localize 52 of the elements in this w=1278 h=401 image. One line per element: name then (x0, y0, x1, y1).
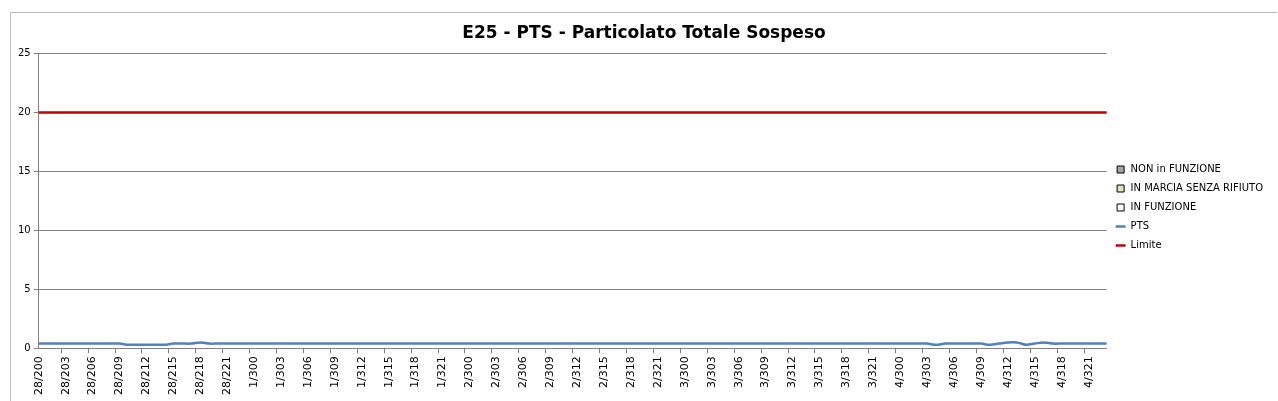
x-tick-label: 1/309 (327, 356, 341, 388)
x-tick-label: 2/312 (570, 356, 584, 388)
x-tick-label: 1/312 (354, 356, 368, 388)
y-tick-label: 10 (17, 223, 31, 235)
x-tick-label: 2/303 (489, 356, 503, 388)
y-tick-label: 20 (17, 105, 31, 117)
x-tick-label: 3/300 (677, 356, 691, 388)
y-tick-label: 5 (24, 282, 31, 294)
x-tick-label: 1/306 (300, 356, 314, 388)
x-tick-label: 4/312 (1000, 356, 1014, 388)
x-tick-label: 4/309 (973, 356, 987, 388)
x-tick-label: 4/321 (1081, 356, 1095, 388)
x-tick-label: 3/318 (839, 356, 853, 388)
y-tick-label: 25 (17, 46, 31, 58)
x-tick-label: 4/306 (946, 356, 960, 388)
x-tick-label: 4/318 (1054, 356, 1068, 388)
x-tick-label: 2/306 (516, 356, 530, 388)
x-tick-label: 28/209 (112, 356, 126, 395)
x-tick-label: 28/215 (166, 356, 180, 395)
x-tick-label: 28/212 (139, 356, 153, 395)
x-tick-label: 4/315 (1027, 356, 1041, 388)
x-tick-label: 2/318 (623, 356, 637, 388)
x-tick-label: 2/315 (596, 356, 610, 388)
legend-label: IN MARCIA SENZA RIFIUTO (1130, 182, 1264, 194)
legend-label: IN FUNZIONE (1130, 201, 1197, 213)
x-tick-label: 3/315 (812, 356, 826, 388)
x-tick-label: 3/306 (731, 356, 745, 388)
x-tick-label: 4/300 (893, 356, 907, 388)
x-tick-label: 3/309 (758, 356, 772, 388)
x-tick-label: 2/321 (650, 356, 664, 388)
x-tick-label: 28/200 (31, 356, 45, 395)
x-tick-label: 3/303 (704, 356, 718, 388)
legend-label: Limite (1130, 239, 1162, 251)
x-tick-label: 28/206 (85, 356, 99, 395)
y-tick-label: 0 (24, 341, 31, 353)
x-tick-label: 1/303 (273, 356, 287, 388)
y-tick-label: 15 (17, 164, 31, 176)
x-tick-label: 1/321 (435, 356, 449, 388)
legend-label: NON in FUNZIONE (1130, 163, 1221, 175)
x-tick-label: 1/315 (381, 356, 395, 388)
legend-label: PTS (1130, 220, 1150, 232)
x-tick-label: 28/221 (220, 356, 234, 395)
x-tick-label: 3/312 (785, 356, 799, 388)
x-tick-label: 4/303 (919, 356, 933, 388)
x-tick-label: 28/203 (58, 356, 72, 395)
x-tick-label: 2/309 (543, 356, 557, 388)
x-tick-label: 1/318 (408, 356, 422, 388)
chart-title: E25 - PTS - Particolato Totale Sospeso (462, 21, 826, 42)
x-tick-label: 1/300 (246, 356, 260, 388)
x-tick-label: 2/300 (462, 356, 476, 388)
x-tick-label: 28/218 (193, 356, 207, 395)
x-tick-label: 3/321 (866, 356, 880, 388)
